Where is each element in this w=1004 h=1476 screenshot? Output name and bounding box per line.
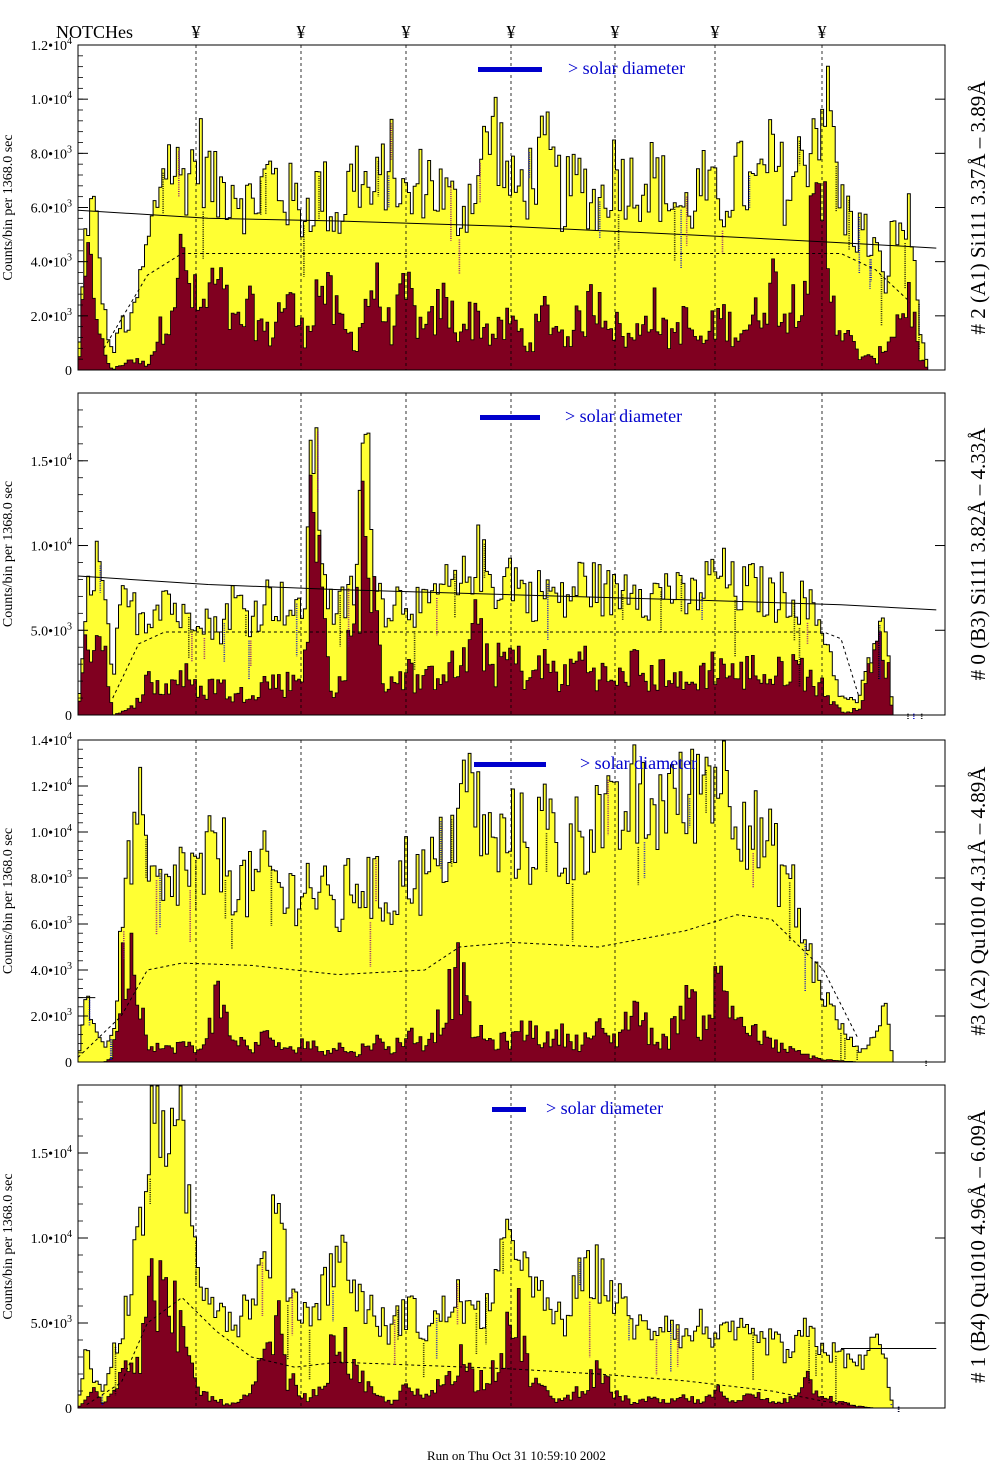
notch-marker: ¥	[507, 22, 516, 42]
model-curve-dashed	[103, 253, 911, 349]
spectrum-panel-2: 0 5.0•103 1.0•104 1.5•104 Counts/bin per 136…	[1, 392, 990, 724]
total-counts-histogram	[77, 427, 945, 716]
y-tick-label: 1.5•104	[31, 1144, 72, 1162]
y-axis-label: Counts/bin per 1368.0 sec	[1, 828, 16, 974]
background-counts-histogram	[77, 181, 945, 371]
notches-header: NOTCHes ¥ ¥ ¥ ¥ ¥ ¥ ¥	[56, 22, 827, 42]
run-timestamp: Run on Thu Oct 31 10:59:10 2002	[427, 1448, 606, 1463]
y-tick-label: 8.0•103	[31, 869, 72, 887]
panel-title: # 1 (B4) Qu1010 4.96Å – 6.09Å	[966, 1109, 990, 1383]
y-tick-label: 1.2•104	[31, 777, 72, 795]
background-counts-histogram	[78, 932, 945, 1063]
panel-title: # 0 (B3) Si111 3.82Å – 4.33Å	[966, 427, 990, 681]
total-counts-histogram	[77, 1085, 945, 1409]
spectrum-panel-1: 0 2.0•103 4.0•103 6.0•103 8.0•103 1.0•104 1.2•…	[1, 36, 990, 379]
y-tick-label: 4.0•103	[31, 253, 72, 271]
notch-marker: ¥	[711, 22, 720, 42]
y-tick-label: 0	[65, 364, 72, 379]
y-axis-label: Counts/bin per 1368.0 sec	[1, 134, 16, 280]
plot-frame	[77, 739, 946, 1063]
background-counts-histogram	[77, 1258, 945, 1409]
y-tick-label: 6.0•103	[31, 199, 72, 217]
y-tick-label: 1.4•104	[31, 731, 72, 749]
spectrum-panel-3: 0 2.0•103 4.0•103 6.0•103 8.0•103 1.0•104 1.2•…	[1, 731, 990, 1071]
model-curve-solid	[77, 209, 937, 249]
model-curve-solid	[77, 575, 937, 611]
y-tick-label: 5.0•103	[31, 1314, 72, 1332]
y-tick-label: 1.0•104	[31, 537, 72, 555]
legend-solar-diameter-text: > solar diameter	[580, 753, 697, 773]
spectrum-panel-4: 0 5.0•103 1.0•104 1.5•104 Counts/bin per 136…	[1, 1084, 990, 1417]
legend-solar-diameter-bar	[474, 762, 546, 767]
panel-title: #3 (A2) Qu1010 4.31Å – 4.89Å	[966, 766, 990, 1036]
legend-solar-diameter-bar	[492, 1107, 526, 1112]
legend-solar-diameter-text: > solar diameter	[568, 58, 685, 78]
y-tick-label: 1.0•104	[31, 90, 72, 108]
notch-marker: ¥	[402, 22, 411, 42]
background-counts-histogram	[77, 474, 945, 716]
y-tick-label: 6.0•103	[31, 915, 72, 933]
notch-marker: ¥	[297, 22, 306, 42]
y-tick-label: 0	[65, 709, 72, 724]
y-tick-label: 2.0•103	[31, 1007, 72, 1025]
y-tick-label: 1.0•104	[31, 823, 72, 841]
y-tick-label: 1.0•104	[31, 1229, 72, 1247]
y-tick-label: 0	[65, 1056, 72, 1071]
model-curve-dashed	[86, 1296, 859, 1407]
legend-solar-diameter-text: > solar diameter	[546, 1098, 663, 1118]
y-axis-label: Counts/bin per 1368.0 sec	[1, 1173, 16, 1319]
legend-solar-diameter-bar	[480, 415, 540, 420]
legend-solar-diameter-bar	[478, 67, 542, 72]
y-tick-label: 5.0•103	[31, 621, 72, 639]
panel-title: # 2 (A1) Si111 3.37Å – 3.89Å	[966, 80, 990, 335]
notch-marker: ¥	[818, 22, 827, 42]
plot-frame	[77, 1084, 946, 1409]
model-curve-dashed	[77, 914, 859, 1058]
total-counts-histogram	[77, 740, 945, 1063]
y-tick-label: 0	[65, 1402, 72, 1417]
notch-marker: ¥	[611, 22, 620, 42]
y-tick-label: 1.2•104	[31, 36, 72, 54]
y-tick-label: 4.0•103	[31, 961, 72, 979]
legend-solar-diameter-text: > solar diameter	[565, 406, 682, 426]
model-curve-dashed	[112, 631, 859, 699]
notches-label: NOTCHes	[56, 22, 133, 42]
panels: 0 2.0•103 4.0•103 6.0•103 8.0•103 1.0•104 1.2•…	[1, 36, 990, 1417]
y-tick-label: 2.0•103	[31, 307, 72, 325]
y-axis-label: Counts/bin per 1368.0 sec	[1, 481, 16, 627]
y-tick-label: 8.0•103	[31, 144, 72, 162]
y-tick-label: 1.5•104	[31, 452, 72, 470]
plot-frame	[77, 392, 946, 716]
notch-marker: ¥	[192, 22, 201, 42]
